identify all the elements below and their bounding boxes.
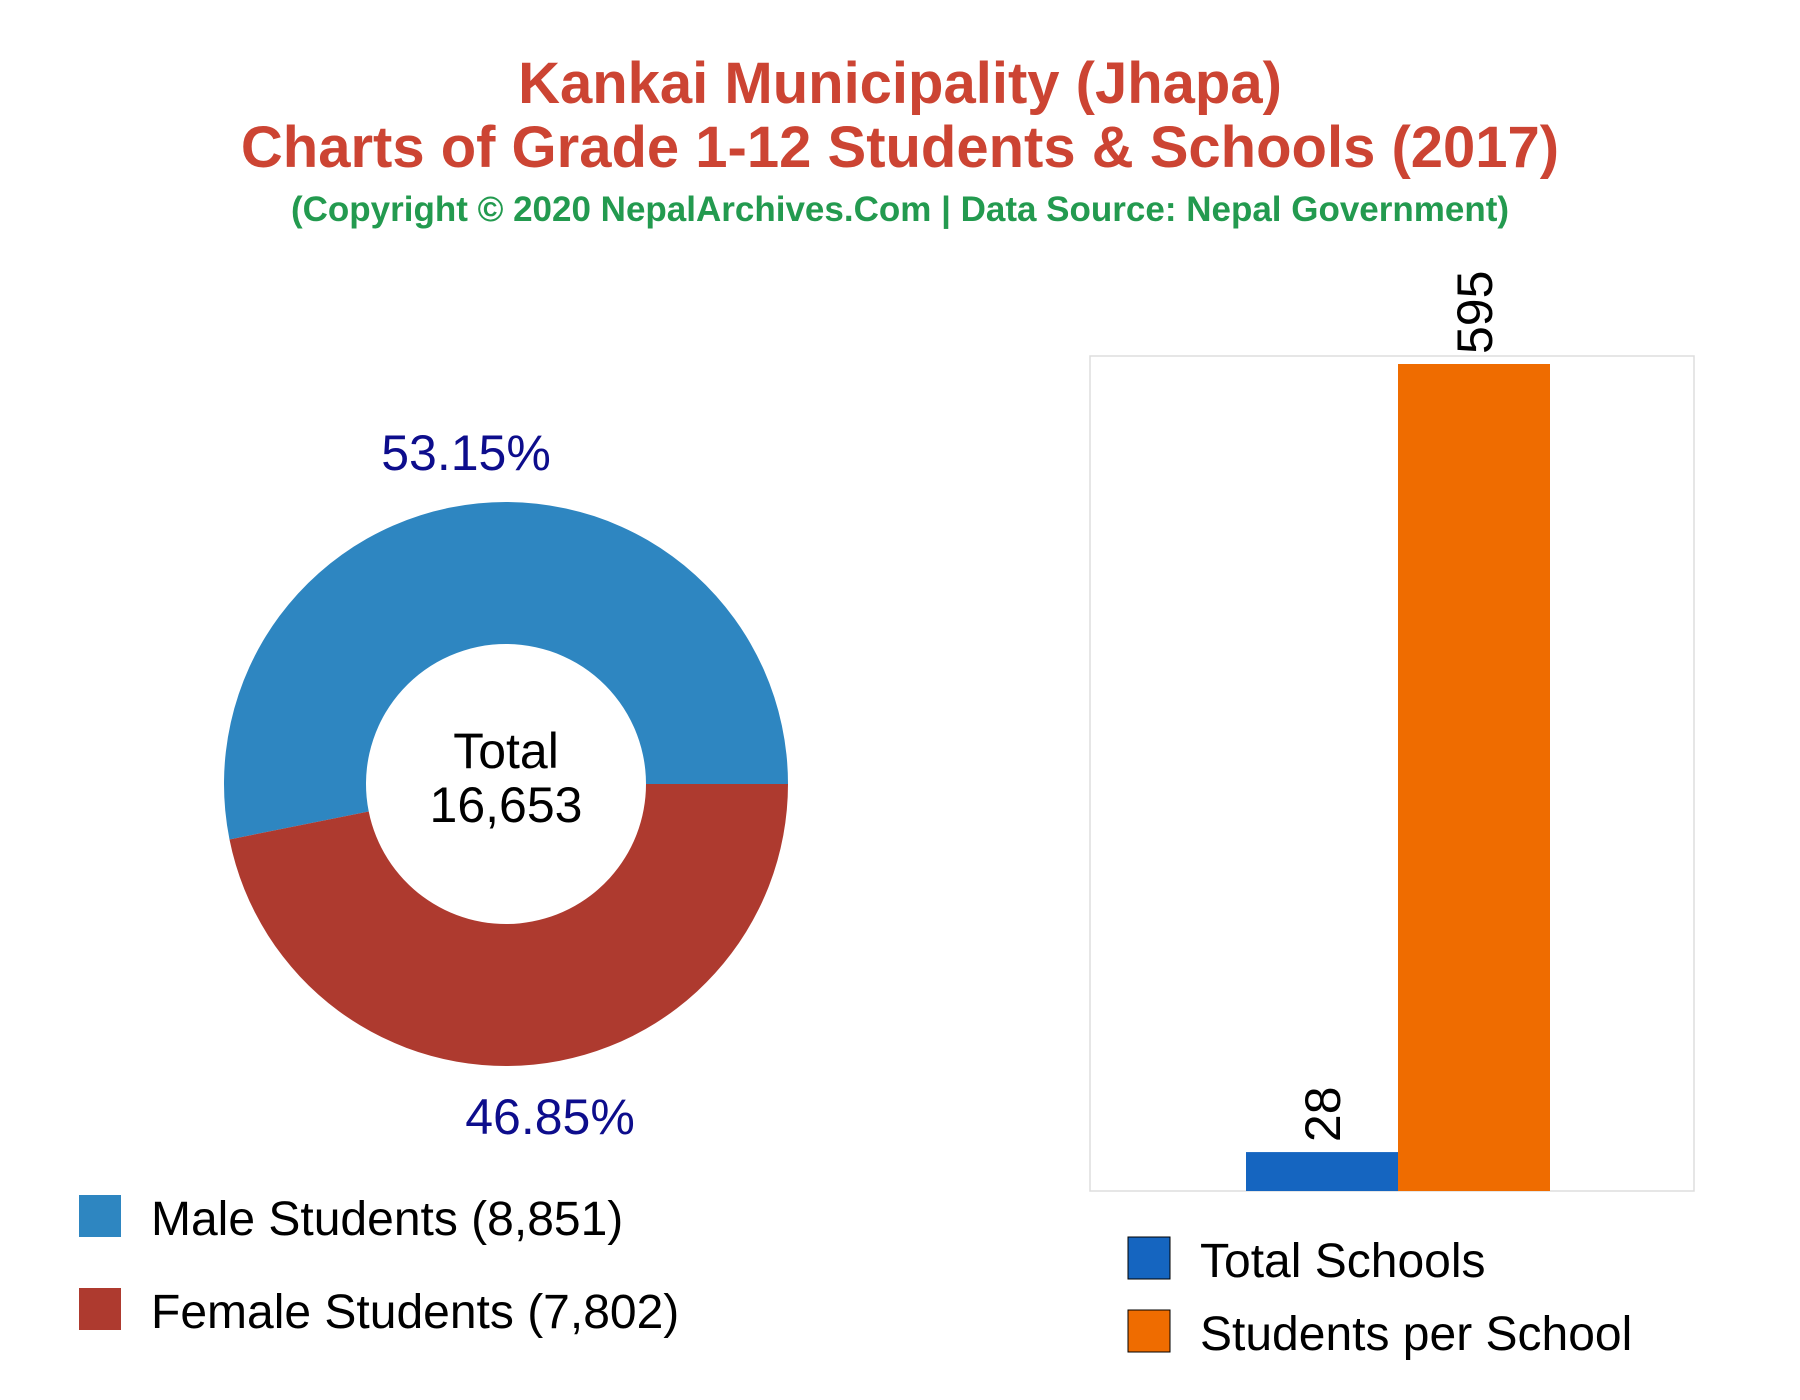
chart-title: Kankai Municipality (Jhapa) (518, 51, 1282, 116)
legend-swatch-female (79, 1288, 121, 1330)
bar-chart: 28 595 (1246, 271, 1550, 1191)
bar-students-per-school (1398, 364, 1550, 1191)
bar-value-label-students-per-school: 595 (1447, 271, 1503, 354)
donut-slice-female (229, 784, 789, 1066)
chart-subtitle: Charts of Grade 1-12 Students & Schools … (240, 115, 1560, 180)
bar-total-schools (1246, 1152, 1398, 1191)
legend-swatch-students-per-school (1127, 1309, 1171, 1353)
bar-chart-panel (1089, 355, 1695, 1192)
legend-label-male: Male Students (8,851) (151, 1193, 623, 1246)
female-percent-label: 46.85% (465, 1089, 635, 1145)
donut-slice-male (223, 501, 789, 840)
legend-label-total-schools: Total Schools (1200, 1235, 1486, 1288)
copyright-note: (Copyright © 2020 NepalArchives.Com | Da… (290, 190, 1510, 229)
donut-center-label-line1: Total (453, 723, 559, 779)
donut-center-label-line2: 16,653 (430, 777, 583, 833)
legend-label-students-per-school: Students per School (1200, 1308, 1632, 1361)
legend-swatch-male (79, 1195, 121, 1237)
donut-chart (223, 501, 789, 1066)
legend-label-female: Female Students (7,802) (151, 1286, 679, 1339)
legend-swatch-total-schools (1127, 1236, 1171, 1280)
male-percent-label: 53.15% (381, 425, 551, 481)
bar-value-label-total-schools: 28 (1295, 1086, 1351, 1142)
